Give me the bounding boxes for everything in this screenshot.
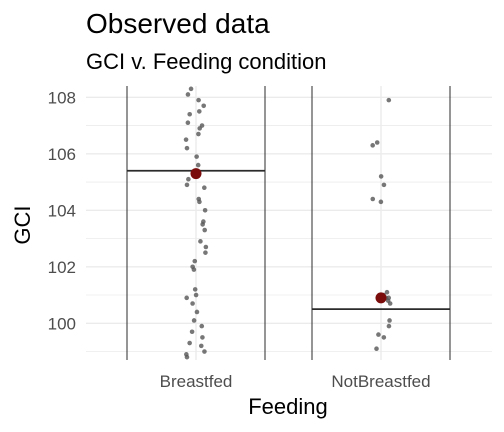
data-point (191, 318, 197, 323)
y-tick-label: 106 (48, 145, 76, 164)
data-point (183, 137, 189, 142)
mean-point (190, 168, 202, 180)
data-point (381, 335, 387, 340)
data-point (387, 318, 392, 323)
data-point (185, 120, 191, 126)
x-tick-label: Breastfed (160, 372, 233, 391)
data-point (381, 182, 387, 188)
data-point (378, 174, 384, 179)
data-point (378, 199, 384, 205)
data-point (200, 335, 205, 340)
y-tick-label: 108 (48, 88, 76, 107)
data-point (187, 111, 192, 117)
data-point (184, 295, 189, 301)
data-point (199, 323, 205, 329)
chart-subtitle: GCI v. Feeding condition (86, 49, 327, 74)
mean-point (375, 292, 387, 304)
data-point (202, 349, 207, 354)
data-point (184, 354, 190, 360)
x-axis-title: Feeding (248, 394, 328, 419)
data-point (370, 143, 375, 148)
data-point (184, 182, 190, 188)
data-point (203, 244, 209, 250)
data-point (192, 287, 198, 292)
data-point (193, 292, 199, 298)
data-point (200, 222, 205, 227)
data-point (195, 162, 201, 168)
data-point (202, 207, 208, 213)
data-point (197, 199, 202, 205)
data-point (376, 332, 381, 337)
y-axis-title: GCI (10, 205, 35, 244)
data-point (198, 239, 203, 244)
y-tick-label: 104 (48, 201, 76, 220)
data-point (387, 301, 393, 306)
y-tick-label: 102 (48, 258, 76, 277)
data-point (194, 309, 200, 315)
y-tick-label: 100 (48, 314, 76, 333)
data-point (184, 145, 190, 151)
data-point (190, 301, 195, 306)
data-point (198, 343, 204, 349)
data-point (384, 289, 390, 295)
plot-panel: 100 102 104 106 108 Breastfed NotBreastfed (48, 86, 492, 391)
data-point (187, 340, 192, 346)
data-point (185, 92, 191, 97)
data-point (189, 329, 195, 335)
data-point (188, 86, 194, 92)
data-point (191, 267, 197, 272)
chart-title: Observed data (86, 8, 270, 39)
data-point (386, 97, 392, 103)
data-point (202, 185, 207, 190)
data-point (196, 109, 202, 114)
data-point (197, 126, 202, 131)
data-point (186, 176, 191, 182)
data-point (194, 154, 199, 159)
x-tick-label: NotBreastfed (331, 372, 430, 391)
data-point (196, 131, 201, 137)
data-point (386, 323, 392, 329)
data-point (374, 140, 380, 145)
data-point (370, 196, 376, 202)
data-point (203, 250, 208, 255)
data-point (201, 103, 207, 109)
data-point (374, 346, 379, 352)
data-point (196, 97, 201, 103)
data-point (202, 227, 208, 233)
data-point (192, 258, 198, 264)
